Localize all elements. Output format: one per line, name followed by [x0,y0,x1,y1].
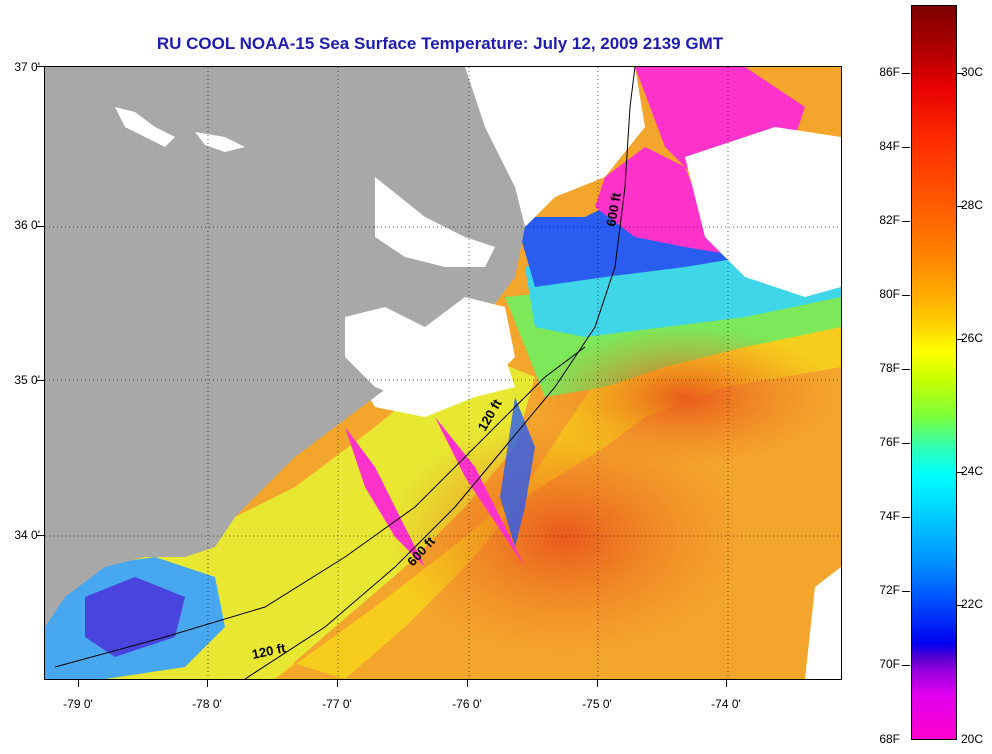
sst-map-canvas: 600 ft 120 ft 600 ft 120 ft [45,67,841,679]
colorbar-label-f: 68F [879,732,900,746]
map-title: RU COOL NOAA-15 Sea Surface Temperature:… [156,34,724,53]
river [115,107,175,147]
lat-tick [36,66,44,67]
colorbar-label-f: 84F [879,139,900,153]
lon-tick [207,679,208,687]
colorbar-label-c: 24C [961,464,984,478]
colorbar-tick-f [902,369,910,370]
gulf-stream-core2 [535,327,835,467]
colorbar-tick-f [902,591,910,592]
colorbar-tick-f [902,221,910,222]
lat-label-34: 34 0' [14,528,40,542]
colorbar-label-f: 86F [879,65,900,79]
plume-1 [345,427,425,567]
lon-label-76: -76 0' [452,697,482,711]
colorbar-label-f: 82F [879,213,900,227]
colorbar-label-f: 74F [879,509,900,523]
colorbar-tick-f [902,73,910,74]
lat-tick [36,380,44,381]
colorbar-tick-f [902,295,910,296]
lat-tick [36,226,44,227]
grid-lines [45,67,841,679]
isobath-600ft [244,67,636,679]
lat-label-35: 35 0' [14,373,40,387]
colorbar-tick-f [902,517,910,518]
colorbar-label-c: 28C [961,198,984,212]
colorbar-tick-c [956,472,964,473]
lon-label-78: -78 0' [192,697,222,711]
temperature-colorbar [911,5,957,740]
lon-tick [78,679,79,687]
isobath-label-600-north: 600 ft [603,191,624,228]
colorbar-label-c: 20C [961,732,984,746]
colorbar-tick-f [902,147,910,148]
colorbar-label-c: 30C [961,65,984,79]
lon-tick [726,679,727,687]
colorbar-label-f: 80F [879,287,900,301]
colorbar-tick-c [956,339,964,340]
lon-label-75: -75 0' [582,697,612,711]
colorbar-label-c: 26C [961,331,984,345]
blue-band [515,187,745,287]
plume-2 [435,417,525,567]
colorbar-label-f: 76F [879,435,900,449]
lon-tick [337,679,338,687]
colorbar-tick-c [956,73,964,74]
cloud-east [685,127,841,297]
colorbar-tick-c [956,206,964,207]
lon-tick [597,679,598,687]
lat-tick [36,535,44,536]
cloud-southeast [805,567,841,679]
lat-label-37: 37 0' [14,60,40,74]
lon-tick [467,679,468,687]
lon-label-77: -77 0' [322,697,352,711]
albemarle-sound [375,177,495,267]
cold-water-southwest-core [85,577,185,657]
colorbar-label-f: 70F [879,657,900,671]
colorbar-tick-c [956,605,964,606]
colorbar-label-c: 22C [961,597,984,611]
river2 [195,132,245,152]
pamlico-sound [345,297,515,407]
lat-label-36: 36 0' [14,218,40,232]
colorbar-label-f: 72F [879,583,900,597]
colorbar-tick-f [902,665,910,666]
cloud-north [465,67,645,317]
plume-3 [500,397,535,547]
colorbar-label-f: 78F [879,361,900,375]
isobath-label-120-south: 120 ft [251,640,288,662]
lon-label-79: -79 0' [63,697,93,711]
lon-label-74: -74 0' [711,697,741,711]
sst-map: 600 ft 120 ft 600 ft 120 ft [44,66,842,680]
isobath-120ft [54,346,586,668]
colorbar-tick-f [902,443,910,444]
